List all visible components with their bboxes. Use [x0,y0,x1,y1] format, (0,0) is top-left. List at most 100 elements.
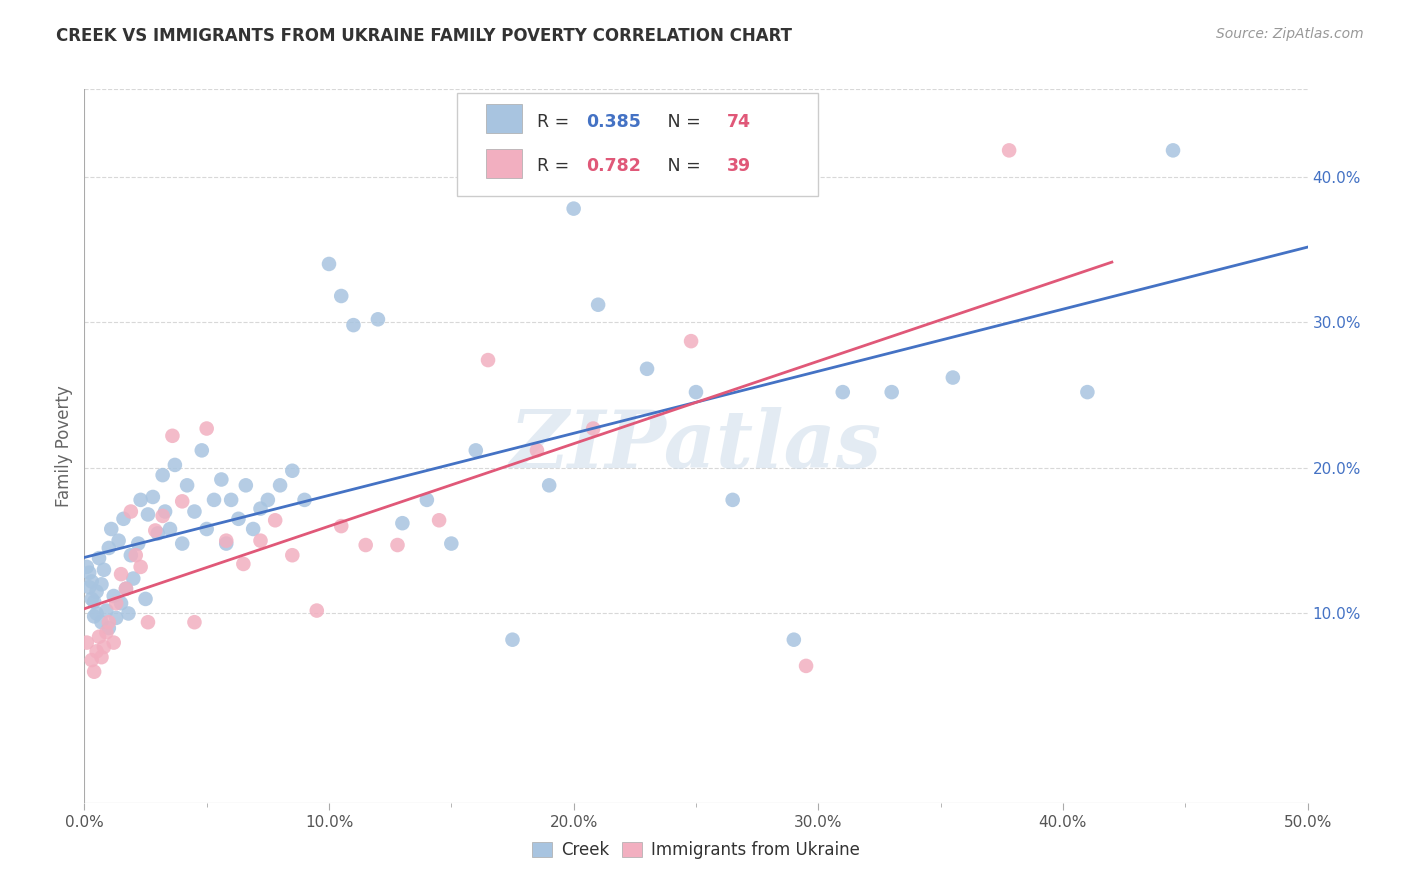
Point [367,312,389,326]
Point [129,560,152,574]
Point [330,289,353,303]
Legend: Creek, Immigrants from Ukraine: Creek, Immigrants from Ukraine [526,835,866,866]
Point [416,492,439,507]
Point [249,533,271,548]
Point [681,334,703,348]
Point [880,385,903,400]
Point [264,513,287,527]
Point [235,478,257,492]
Point [330,519,353,533]
Point [562,202,585,216]
Point [172,494,194,508]
Point [477,353,499,368]
Point [76,560,98,574]
Point [354,538,377,552]
Point [77,580,100,594]
Point [202,492,225,507]
Point [77,566,100,580]
Point [942,370,965,384]
Text: N =: N = [651,157,706,175]
Point [87,551,110,566]
Point [831,385,853,400]
Point [318,257,340,271]
FancyBboxPatch shape [457,93,818,196]
Point [97,621,120,635]
Point [294,492,316,507]
Point [269,478,291,492]
Point [90,577,112,591]
Point [172,536,194,550]
Point [582,421,605,435]
Point [115,582,138,596]
Point [129,492,152,507]
Point [464,443,486,458]
Point [117,607,139,621]
Point [153,504,176,518]
Point [100,522,122,536]
Point [93,640,115,654]
Text: R =: R = [537,157,575,175]
Point [97,541,120,555]
Point [136,615,159,630]
Point [86,584,108,599]
FancyBboxPatch shape [485,149,522,178]
Point [215,536,238,550]
Point [107,533,129,548]
Point [257,492,280,507]
Point [135,591,157,606]
Point [112,512,135,526]
Point [783,632,806,647]
Point [120,548,142,562]
Point [110,596,132,610]
Point [526,443,548,458]
Point [163,458,186,472]
Point [281,464,304,478]
Point [83,665,105,679]
Point [152,468,174,483]
Text: ZIPatlas: ZIPatlas [510,408,882,484]
Text: Source: ZipAtlas.com: Source: ZipAtlas.com [1216,27,1364,41]
Point [90,650,112,665]
Point [1161,144,1184,158]
Point [120,504,142,518]
Point [105,596,128,610]
Point [76,635,98,649]
Point [97,615,120,630]
Point [125,548,148,562]
Point [136,508,159,522]
Point [215,533,238,548]
Point [83,595,105,609]
Point [127,536,149,550]
Point [90,615,112,630]
Point [242,522,264,536]
Point [209,473,232,487]
Text: N =: N = [651,113,706,131]
Point [146,526,169,541]
Point [103,635,125,649]
Point [685,385,707,400]
Point [80,653,103,667]
Point [96,603,118,617]
Point [115,582,138,596]
Point [83,609,105,624]
Point [387,538,409,552]
Point [176,478,198,492]
Text: 39: 39 [727,157,751,175]
Point [143,524,166,538]
Point [110,567,132,582]
Point [191,443,214,458]
Point [159,522,181,536]
Point [183,504,205,518]
Point [249,501,271,516]
Point [538,478,561,492]
FancyBboxPatch shape [485,104,522,133]
Text: 0.385: 0.385 [586,113,641,131]
Point [427,513,450,527]
Point [440,536,463,550]
Point [96,625,118,640]
Point [636,361,658,376]
Point [1076,385,1098,400]
Point [183,615,205,630]
Point [219,492,242,507]
Point [391,516,413,531]
